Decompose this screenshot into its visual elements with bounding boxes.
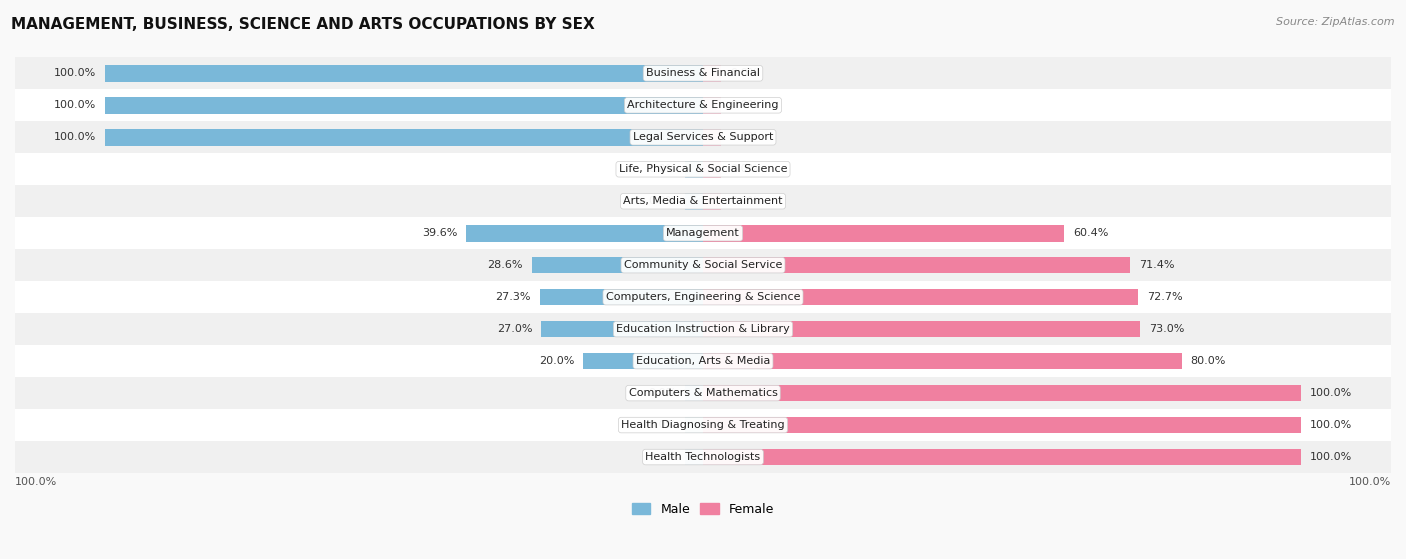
Text: 80.0%: 80.0% — [1191, 356, 1226, 366]
Text: MANAGEMENT, BUSINESS, SCIENCE AND ARTS OCCUPATIONS BY SEX: MANAGEMENT, BUSINESS, SCIENCE AND ARTS O… — [11, 17, 595, 32]
Bar — [583, 353, 703, 369]
Text: 100.0%: 100.0% — [1310, 420, 1353, 430]
Bar — [15, 377, 1391, 409]
Bar — [703, 289, 1137, 305]
Text: 100.0%: 100.0% — [15, 477, 58, 487]
Text: 100.0%: 100.0% — [1310, 452, 1353, 462]
Bar — [703, 449, 1302, 465]
Text: 0.0%: 0.0% — [648, 388, 676, 398]
Bar — [104, 65, 703, 82]
Text: 0.0%: 0.0% — [648, 452, 676, 462]
Text: 71.4%: 71.4% — [1139, 260, 1174, 270]
Bar — [15, 217, 1391, 249]
Bar — [703, 385, 1302, 401]
Bar — [15, 153, 1391, 185]
Text: 0.0%: 0.0% — [648, 420, 676, 430]
Text: Computers & Mathematics: Computers & Mathematics — [628, 388, 778, 398]
Text: 0.0%: 0.0% — [648, 164, 676, 174]
Bar — [703, 161, 721, 178]
Bar — [104, 97, 703, 113]
Bar — [15, 345, 1391, 377]
Text: Life, Physical & Social Science: Life, Physical & Social Science — [619, 164, 787, 174]
Text: Architecture & Engineering: Architecture & Engineering — [627, 100, 779, 110]
Text: 0.0%: 0.0% — [648, 196, 676, 206]
Text: 27.3%: 27.3% — [495, 292, 530, 302]
Text: 100.0%: 100.0% — [53, 68, 96, 78]
Bar — [703, 257, 1130, 273]
Text: 73.0%: 73.0% — [1149, 324, 1184, 334]
Bar — [685, 193, 703, 210]
Bar — [15, 409, 1391, 441]
Bar — [15, 121, 1391, 153]
Bar — [685, 161, 703, 178]
Bar — [540, 289, 703, 305]
Text: Community & Social Service: Community & Social Service — [624, 260, 782, 270]
Text: Legal Services & Support: Legal Services & Support — [633, 132, 773, 143]
Bar — [15, 281, 1391, 313]
Text: Arts, Media & Entertainment: Arts, Media & Entertainment — [623, 196, 783, 206]
Bar — [15, 249, 1391, 281]
Bar — [685, 385, 703, 401]
Bar — [531, 257, 703, 273]
Bar — [703, 321, 1140, 338]
Bar — [703, 129, 721, 145]
Text: 100.0%: 100.0% — [1310, 388, 1353, 398]
Text: 0.0%: 0.0% — [730, 164, 758, 174]
Text: Health Technologists: Health Technologists — [645, 452, 761, 462]
Text: 72.7%: 72.7% — [1147, 292, 1182, 302]
Bar — [703, 417, 1302, 433]
Text: Computers, Engineering & Science: Computers, Engineering & Science — [606, 292, 800, 302]
Bar — [15, 58, 1391, 89]
Bar — [15, 89, 1391, 121]
Bar — [703, 65, 721, 82]
Text: 100.0%: 100.0% — [53, 132, 96, 143]
Text: Source: ZipAtlas.com: Source: ZipAtlas.com — [1277, 17, 1395, 27]
Text: 0.0%: 0.0% — [730, 68, 758, 78]
Bar — [703, 225, 1064, 241]
Text: 39.6%: 39.6% — [422, 228, 457, 238]
Text: Education Instruction & Library: Education Instruction & Library — [616, 324, 790, 334]
Text: Management: Management — [666, 228, 740, 238]
Text: 27.0%: 27.0% — [496, 324, 533, 334]
Bar — [104, 129, 703, 145]
Text: 60.4%: 60.4% — [1073, 228, 1109, 238]
Bar — [685, 449, 703, 465]
Text: 0.0%: 0.0% — [730, 132, 758, 143]
Bar — [15, 441, 1391, 473]
Bar — [15, 313, 1391, 345]
Bar — [685, 417, 703, 433]
Text: 28.6%: 28.6% — [488, 260, 523, 270]
Bar — [541, 321, 703, 338]
Text: 0.0%: 0.0% — [730, 100, 758, 110]
Text: Business & Financial: Business & Financial — [645, 68, 761, 78]
Bar — [703, 353, 1181, 369]
Legend: Male, Female: Male, Female — [627, 498, 779, 520]
Text: Education, Arts & Media: Education, Arts & Media — [636, 356, 770, 366]
Bar — [465, 225, 703, 241]
Bar — [703, 193, 721, 210]
Text: 100.0%: 100.0% — [1348, 477, 1391, 487]
Text: Health Diagnosing & Treating: Health Diagnosing & Treating — [621, 420, 785, 430]
Text: 0.0%: 0.0% — [730, 196, 758, 206]
Bar — [15, 185, 1391, 217]
Text: 20.0%: 20.0% — [538, 356, 575, 366]
Bar — [703, 97, 721, 113]
Text: 100.0%: 100.0% — [53, 100, 96, 110]
